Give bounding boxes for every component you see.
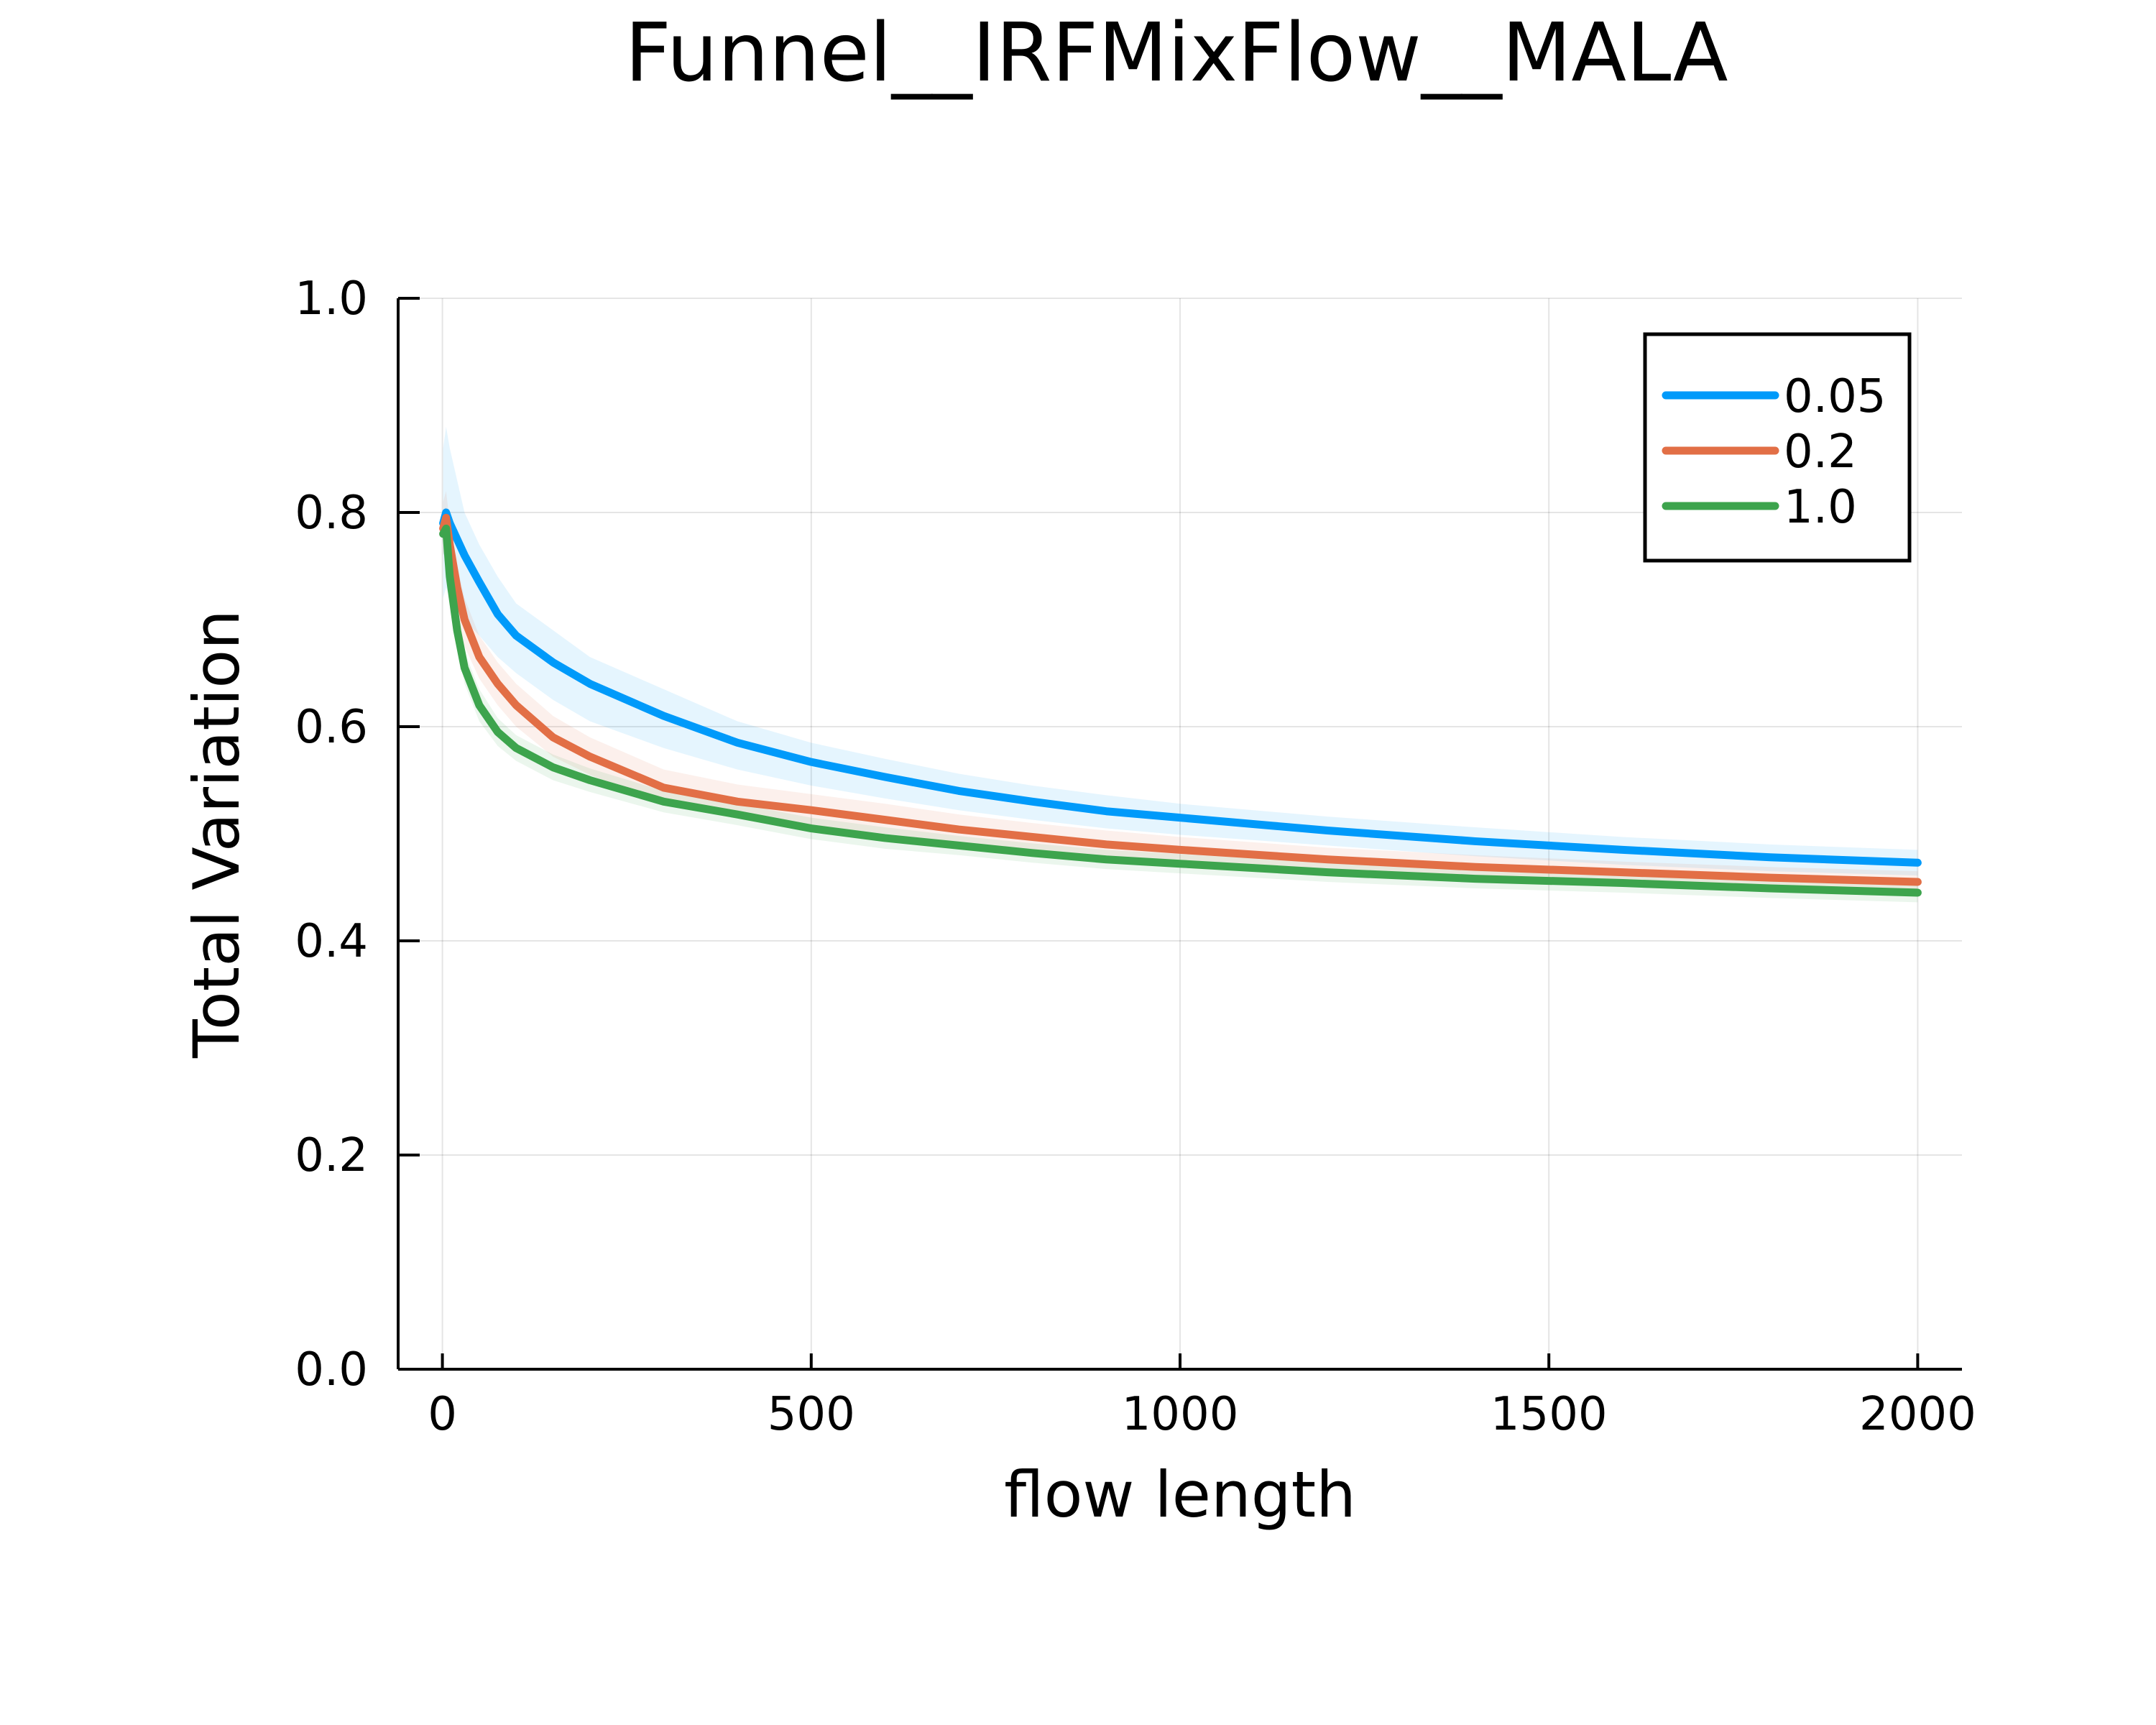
series-line-0.05 (439, 508, 1922, 867)
x-tick-label: 2000 (1859, 1388, 1976, 1441)
x-axis-title: flow length (1004, 1458, 1356, 1532)
series-lines (439, 508, 1922, 897)
legend-label-1.0: 1.0 (1784, 481, 1857, 534)
x-tick-label: 1000 (1122, 1388, 1239, 1441)
series-line-0.2 (439, 513, 1922, 886)
y-tick-label: 1.0 (295, 272, 368, 326)
x-tick-label: 1500 (1491, 1388, 1608, 1441)
series-line-1.0 (439, 524, 1922, 897)
x-tick-label: 0 (428, 1388, 457, 1441)
legend: 0.050.21.0 (1643, 332, 1912, 563)
legend-label-0.05: 0.05 (1784, 370, 1886, 423)
y-tick-label: 0.0 (295, 1343, 368, 1397)
y-tick-label: 0.6 (295, 701, 368, 754)
legend-label-0.2: 0.2 (1784, 426, 1857, 479)
x-tick-label: 500 (768, 1388, 855, 1441)
y-tick-label: 0.4 (295, 915, 368, 968)
y-axis-title: Total Variation (180, 610, 254, 1059)
y-tick-label: 0.2 (295, 1129, 368, 1182)
ticks: 0 500 1000 1500 2000 0.0 0.2 0.4 0.6 0.8 1.0 (295, 272, 1976, 1441)
chart-title: Funnel__IRFMixFlow__MALA (625, 6, 1728, 100)
y-tick-label: 0.8 (295, 487, 368, 540)
